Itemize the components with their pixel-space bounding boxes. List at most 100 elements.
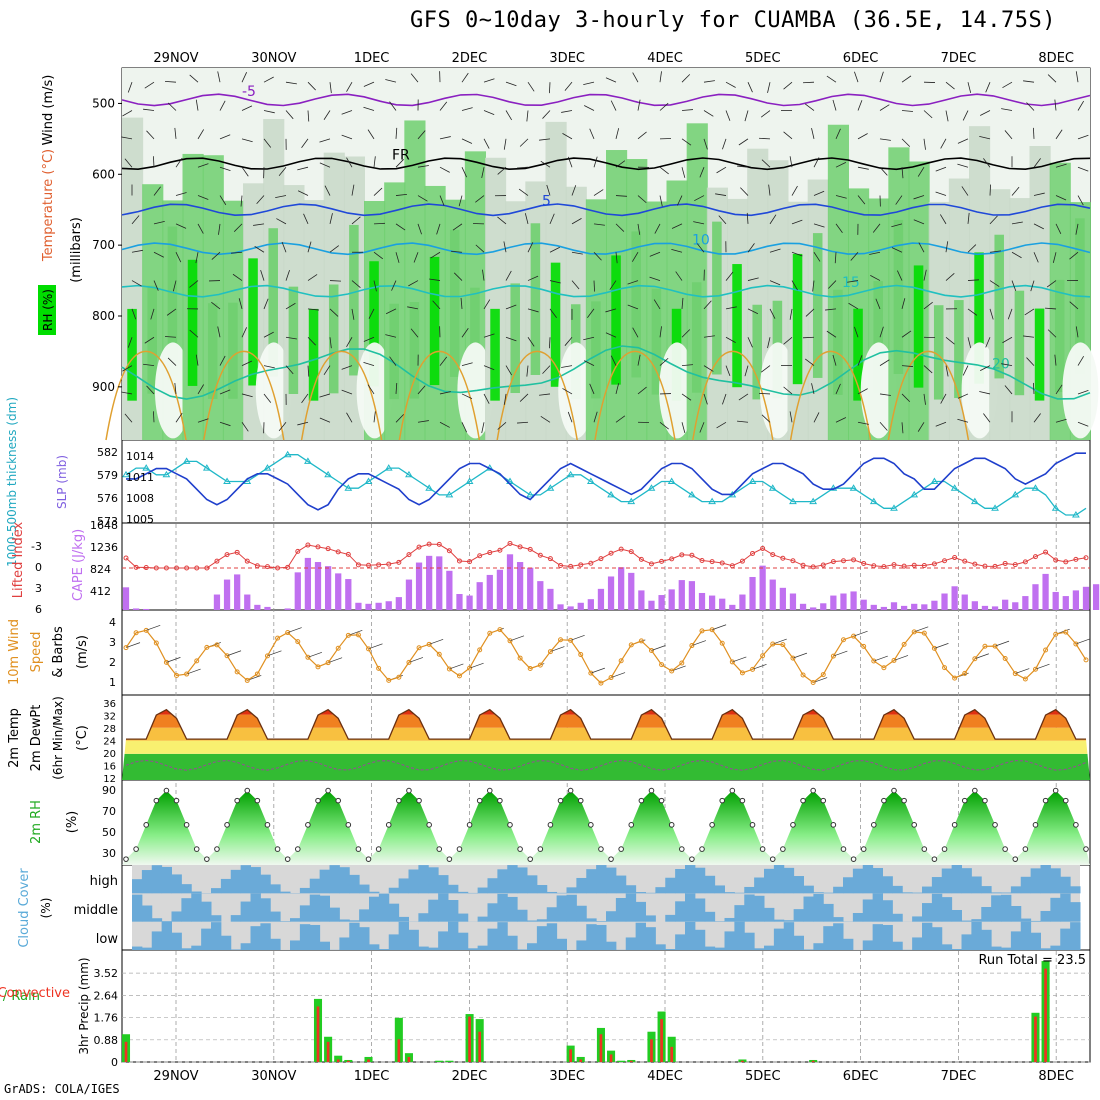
cape-bar bbox=[254, 604, 261, 610]
rh-marker bbox=[668, 822, 675, 828]
wind-barb bbox=[497, 166, 507, 175]
cloud-bar bbox=[694, 898, 706, 922]
cape-bar bbox=[668, 589, 675, 610]
wind-barb bbox=[681, 329, 691, 338]
wind-barb bbox=[150, 308, 155, 320]
wind-barb bbox=[481, 422, 485, 434]
wind-barb bbox=[725, 110, 731, 121]
rh-marker bbox=[689, 856, 695, 862]
rh-shade-core bbox=[691, 282, 702, 393]
rh-marker bbox=[739, 797, 746, 804]
cloud-bar bbox=[941, 944, 953, 950]
rh-marker bbox=[466, 822, 473, 828]
wind-barb bbox=[758, 137, 771, 140]
rh-marker bbox=[517, 846, 523, 852]
rh-marker bbox=[1083, 846, 1089, 852]
cloud-bar bbox=[606, 911, 617, 922]
precip-convective-bar bbox=[326, 1041, 330, 1062]
wind-marker bbox=[760, 653, 766, 659]
wind-barb bbox=[725, 306, 737, 310]
wind-barb-10m bbox=[1015, 668, 1030, 674]
wind-barb-10m bbox=[368, 643, 383, 650]
rh-tick-label: 70 bbox=[102, 805, 116, 818]
wind-marker bbox=[840, 637, 846, 643]
wind-barb bbox=[363, 336, 375, 342]
rh-marker bbox=[921, 846, 928, 852]
wind-marker bbox=[719, 640, 725, 646]
rh-marker bbox=[638, 797, 645, 804]
rh-shade-core bbox=[288, 286, 299, 394]
cape-bar bbox=[143, 608, 150, 610]
wind-barb bbox=[389, 101, 397, 111]
wind-barb bbox=[676, 195, 683, 206]
cloud-bar bbox=[675, 868, 686, 894]
cape-tick-label: 412 bbox=[90, 585, 111, 598]
wind-barb bbox=[275, 195, 287, 199]
rh-marker bbox=[800, 797, 806, 804]
wind-barb bbox=[329, 245, 340, 253]
cloud-bar bbox=[685, 921, 696, 950]
wind-barb bbox=[197, 163, 209, 168]
wind-barb bbox=[417, 420, 429, 423]
cape-bar bbox=[900, 605, 908, 610]
cloud-bar bbox=[477, 945, 488, 950]
li-marker bbox=[537, 552, 543, 558]
cloud-bar bbox=[586, 924, 597, 950]
cloud-bar bbox=[862, 865, 874, 894]
wind-barb bbox=[811, 383, 815, 395]
cloud-bar bbox=[181, 884, 192, 894]
wind-marker bbox=[517, 655, 523, 661]
wind-barb bbox=[857, 100, 863, 111]
wind-barb bbox=[395, 193, 407, 196]
wind-barb bbox=[983, 413, 991, 423]
wind-barb bbox=[121, 391, 133, 395]
rh-tick-label: 30 bbox=[102, 847, 116, 860]
wind-barb bbox=[385, 308, 397, 315]
wind-barb bbox=[146, 130, 155, 140]
wind-barb bbox=[593, 411, 598, 423]
ylabel-wind-3: & Barbs bbox=[51, 626, 66, 678]
wind-barb bbox=[615, 383, 620, 395]
cloud-bar bbox=[151, 918, 163, 922]
rh-shade-core bbox=[611, 255, 621, 385]
wind-barb bbox=[564, 337, 573, 346]
wind-barb bbox=[935, 166, 947, 172]
cloud-bar bbox=[250, 893, 261, 922]
cloud-bar bbox=[132, 879, 143, 894]
rh-legend-swatch bbox=[38, 285, 56, 335]
wind-barb bbox=[211, 301, 221, 310]
thickness-marker bbox=[425, 484, 434, 491]
cape-bar bbox=[446, 570, 453, 610]
cloud-bar bbox=[566, 894, 577, 922]
cloud-bar bbox=[161, 921, 172, 950]
date-label-top: 3DEC bbox=[549, 51, 585, 66]
wind-barb bbox=[260, 269, 265, 281]
rh-dry-bubble bbox=[154, 342, 191, 439]
wind-barb bbox=[546, 184, 551, 196]
thickness-marker bbox=[1031, 484, 1040, 491]
wind-barb bbox=[571, 251, 583, 255]
wind-barb bbox=[767, 82, 771, 93]
wind-barb bbox=[241, 360, 253, 366]
wind-barb bbox=[681, 138, 692, 146]
wind-marker bbox=[810, 680, 816, 686]
wind-speed-line bbox=[125, 628, 1087, 684]
wind-barb bbox=[1007, 308, 1013, 320]
wind-barb-10m bbox=[590, 667, 605, 674]
wind-barb bbox=[857, 421, 869, 425]
wind-marker bbox=[123, 645, 129, 651]
thickness-marker bbox=[364, 477, 373, 484]
cape-bar bbox=[688, 581, 696, 610]
cloud-bar bbox=[823, 903, 834, 922]
date-label-bottom: 6DEC bbox=[843, 1069, 879, 1084]
li-marker bbox=[477, 553, 483, 559]
wind-barb bbox=[989, 308, 994, 320]
cloud-bar bbox=[783, 920, 795, 922]
cloud-bar bbox=[428, 947, 439, 950]
cloud-bar bbox=[260, 898, 271, 922]
wind-barb bbox=[879, 393, 891, 396]
wind-barb bbox=[879, 104, 890, 111]
cloud-bar bbox=[517, 867, 528, 894]
cloud-bar bbox=[862, 940, 874, 950]
wind-barb-10m bbox=[833, 650, 848, 657]
